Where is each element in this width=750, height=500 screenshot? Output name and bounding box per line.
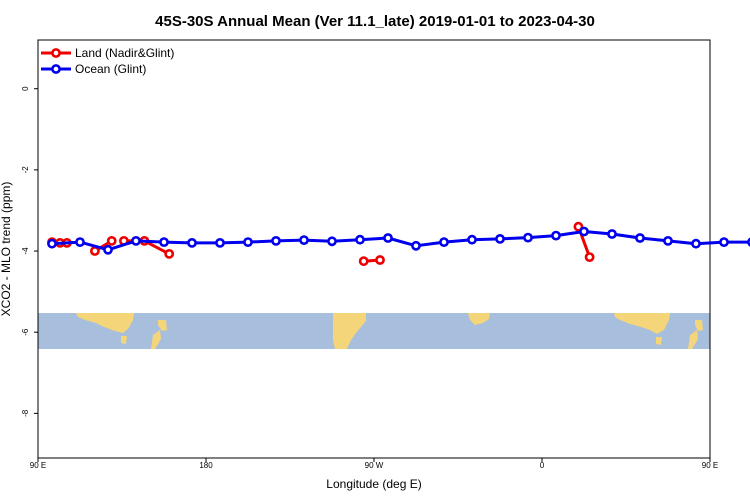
series-ocean-point: [159, 237, 169, 247]
series-land-point: [164, 248, 175, 259]
series-ocean-point: [663, 235, 673, 246]
map-land-tasmania-1: [121, 336, 127, 344]
series-ocean-point: [551, 230, 561, 241]
series-ocean-point: [467, 234, 477, 245]
y-tick-label: -6: [21, 328, 30, 336]
series-ocean-point: [607, 229, 617, 239]
legend-label-ocean: Ocean (Glint): [75, 62, 146, 76]
map-ocean: [38, 313, 710, 349]
series-ocean-point: [243, 237, 253, 247]
series-ocean-point: [691, 238, 701, 249]
map-land-nz-south-1: [151, 330, 161, 349]
series-ocean-point: [215, 237, 225, 248]
series-ocean-point: [495, 233, 505, 244]
series-ocean-point: [103, 244, 113, 255]
legend: Land (Nadir&Glint) Ocean (Glint): [41, 46, 174, 76]
legend-label-land: Land (Nadir&Glint): [75, 46, 174, 60]
x-tick-label: 90 W: [365, 461, 384, 470]
series-ocean-point: [75, 237, 85, 247]
x-tick-label: 90 E: [30, 461, 46, 470]
chart-title: 45S-30S Annual Mean (Ver 11.1_late) 2019…: [155, 13, 595, 30]
x-axis-label: Longitude (deg E): [326, 477, 421, 491]
series-ocean-point: [355, 234, 365, 245]
plot-frame: [37, 39, 711, 459]
x-tick-label: 90 E: [702, 461, 718, 470]
series-ocean-point: [439, 237, 449, 247]
series-land-point: [584, 252, 595, 262]
series-land-point: [375, 255, 385, 265]
map-strip: [38, 313, 710, 349]
series-ocean: [47, 226, 750, 255]
x-tick-label: 180: [199, 461, 213, 470]
map-land-australia-1: [76, 313, 134, 333]
map-land-australia-2: [614, 313, 670, 334]
series-land-point: [90, 246, 100, 256]
y-tick-label: 0: [21, 86, 30, 91]
legend-marker-ocean: [51, 64, 61, 74]
series-ocean-point: [299, 235, 309, 245]
series-ocean-point: [523, 232, 533, 243]
axes: 90 E 180 90 W 0 90 E 0 -2 -4 -6 -8: [21, 86, 718, 470]
map-land-south-america: [333, 313, 366, 349]
series-ocean-point: [327, 236, 337, 247]
series-land-point: [106, 235, 117, 246]
series-ocean-point: [187, 237, 197, 248]
map-land-nz-south-2: [688, 330, 698, 349]
y-axis-label: XCO2 - MLO trend (ppm): [0, 182, 13, 317]
series-land-point: [358, 256, 369, 267]
series-ocean-point: [579, 226, 589, 237]
series-ocean-point: [383, 233, 393, 243]
legend-item-ocean: Ocean (Glint): [41, 62, 146, 76]
map-land-nz-north-1: [158, 320, 167, 331]
y-tick-label: -8: [21, 409, 30, 417]
series-ocean-point: [719, 237, 729, 247]
map-land-nz-north-2: [695, 320, 703, 331]
map-land-tasmania-2: [656, 337, 662, 345]
series-ocean-point: [271, 235, 281, 246]
y-tick-label: -2: [21, 166, 30, 174]
map-land-south-africa: [468, 313, 490, 325]
series: [47, 221, 750, 267]
x-tick-label: 0: [540, 461, 545, 470]
series-ocean-point: [411, 240, 421, 251]
series-land: [47, 221, 595, 267]
legend-item-land: Land (Nadir&Glint): [41, 46, 174, 60]
series-ocean-point: [131, 235, 141, 246]
series-ocean-point: [47, 238, 57, 249]
legend-marker-land: [51, 48, 61, 58]
series-ocean-point: [635, 233, 645, 243]
y-tick-label: -4: [21, 247, 30, 255]
